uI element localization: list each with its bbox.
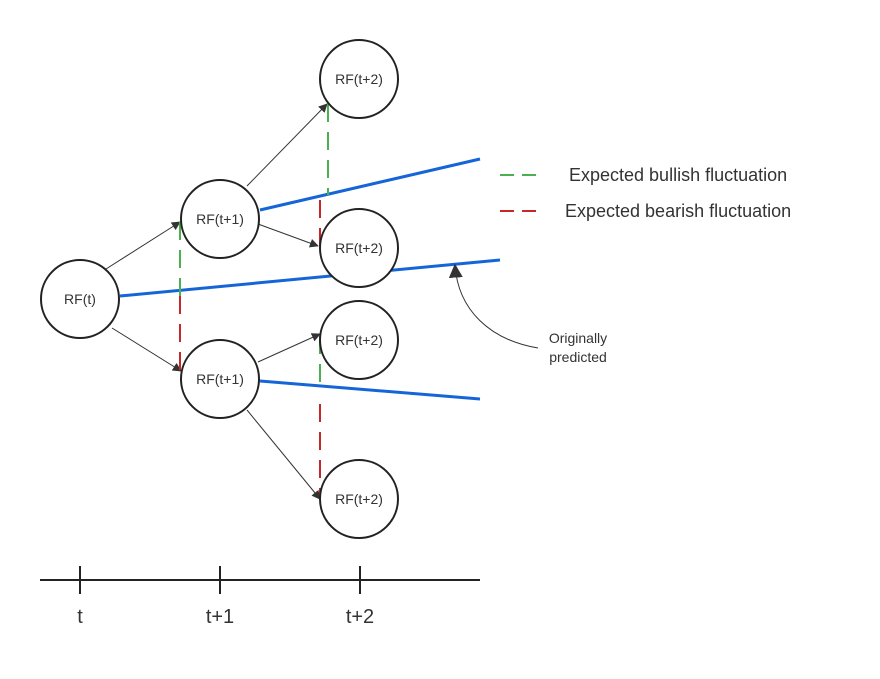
node-t1-down-label: RF(t+1) xyxy=(196,371,244,387)
node-t2-uu-label: RF(t+2) xyxy=(335,71,383,87)
time-axis-label-t: t xyxy=(77,606,83,628)
node-t1-up: RF(t+1) xyxy=(180,179,260,259)
node-t1-down: RF(t+1) xyxy=(180,339,260,419)
node-t2-uu: RF(t+2) xyxy=(319,39,399,119)
edge-t1-up-to-t2-ud xyxy=(257,223,319,248)
originally-predicted-pointer xyxy=(448,263,539,349)
node-t2-du: RF(t+2) xyxy=(319,300,399,380)
node-t2-dd: RF(t+2) xyxy=(319,459,399,539)
time-axis: t t+1 t+2 xyxy=(40,566,480,628)
edge-t1-up-to-t2-uu xyxy=(246,103,328,187)
time-axis-label-t2: t+2 xyxy=(346,606,374,628)
node-t2-du-label: RF(t+2) xyxy=(335,332,383,348)
legend-bullish-label: Expected bullish fluctuation xyxy=(569,165,787,185)
originally-predicted-label-line2: predicted xyxy=(549,349,607,365)
trend-line-original xyxy=(119,258,501,298)
node-t2-dd-label: RF(t+2) xyxy=(335,491,383,507)
legend: Expected bullish fluctuation Expected be… xyxy=(500,165,791,221)
node-t2-ud: RF(t+2) xyxy=(319,208,399,288)
node-root-label: RF(t) xyxy=(64,291,96,307)
legend-bearish-label: Expected bearish fluctuation xyxy=(565,201,791,221)
node-t1-up-label: RF(t+1) xyxy=(196,211,244,227)
trend-line-upper xyxy=(259,157,481,212)
edge-t1-down-to-t2-dd xyxy=(246,409,321,500)
node-t2-ud-label: RF(t+2) xyxy=(335,240,383,256)
time-axis-label-t1: t+1 xyxy=(206,606,234,628)
node-root: RF(t) xyxy=(40,259,120,339)
trend-line-lower xyxy=(259,379,481,401)
edge-root-to-t1-down xyxy=(111,327,182,372)
edge-t1-down-to-t2-du xyxy=(257,333,321,363)
edge-root-to-t1-up xyxy=(105,221,181,270)
originally-predicted-label-line1: Originally xyxy=(549,330,607,346)
